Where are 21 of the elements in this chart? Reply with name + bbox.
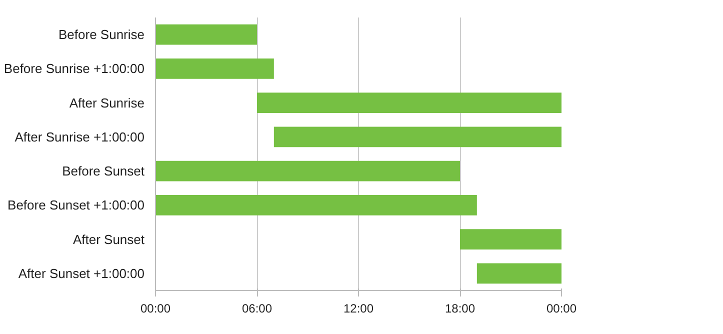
y-tick-label: After Sunrise +1:00:00 bbox=[14, 129, 145, 144]
y-tick-label: After Sunset bbox=[72, 232, 145, 247]
y-tick-label: Before Sunset +1:00:00 bbox=[8, 198, 145, 213]
bar bbox=[460, 229, 562, 250]
bar bbox=[156, 24, 257, 45]
y-tick-label: Before Sunset bbox=[62, 164, 145, 179]
y-tick-label: After Sunset +1:00:00 bbox=[18, 266, 145, 281]
bar bbox=[274, 126, 562, 148]
x-tick-label: 18:00 bbox=[444, 302, 476, 316]
bar bbox=[476, 263, 562, 284]
bar bbox=[156, 160, 460, 182]
x-tick-label: 06:00 bbox=[242, 302, 272, 316]
y-tick-label: After Sunrise bbox=[69, 95, 145, 110]
bar bbox=[156, 194, 477, 216]
y-tick-label: Before Sunrise bbox=[58, 27, 145, 42]
x-tick-label: 00:00 bbox=[546, 302, 577, 316]
y-tick-label: Before Sunrise +1:00:00 bbox=[4, 61, 145, 76]
x-tick-label: 12:00 bbox=[343, 302, 374, 316]
x-tick-label: 00:00 bbox=[140, 302, 171, 316]
bar bbox=[257, 92, 562, 114]
bar bbox=[156, 58, 274, 79]
